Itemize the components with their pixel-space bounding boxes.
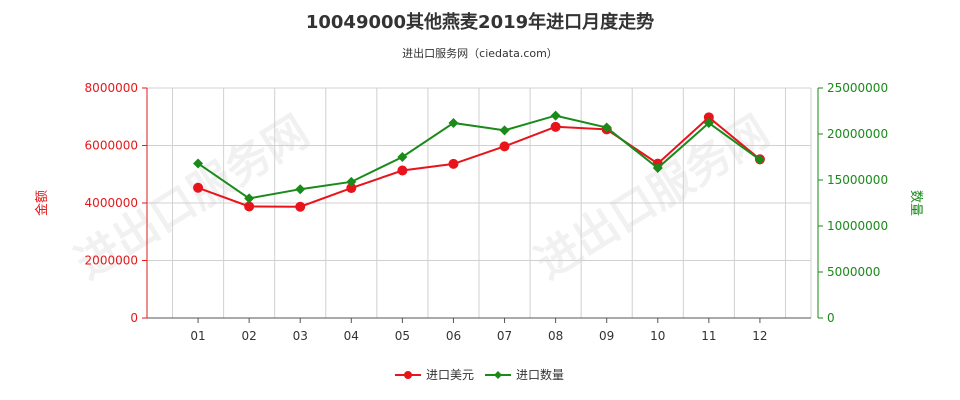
data-point bbox=[652, 163, 663, 174]
data-point bbox=[550, 110, 561, 121]
y-axis-right-label: 数量 bbox=[908, 190, 923, 216]
y-right-tick-label: 20000000 bbox=[827, 127, 888, 141]
plot-axes: 0200000040000006000000800000005000000100… bbox=[85, 81, 889, 343]
y-left-tick-label: 2000000 bbox=[85, 254, 138, 268]
y-right-tick-label: 0 bbox=[827, 311, 835, 325]
watermark-text: 进出口服务网 bbox=[527, 106, 778, 289]
series-line-进口数量 bbox=[197, 114, 761, 200]
data-point bbox=[244, 193, 255, 204]
data-point bbox=[601, 122, 612, 133]
data-point bbox=[397, 152, 408, 162]
series-layer bbox=[193, 110, 765, 212]
data-point bbox=[499, 141, 510, 152]
x-tick-label: 09 bbox=[599, 329, 614, 343]
data-point bbox=[397, 165, 408, 176]
y-axis-left-label: 金额 bbox=[34, 190, 50, 216]
legend-marker bbox=[494, 371, 502, 379]
y-right-tick-label: 10000000 bbox=[827, 219, 888, 233]
chart-title: 10049000其他燕麦2019年进口月度走势 bbox=[306, 11, 654, 33]
data-point bbox=[244, 201, 255, 212]
x-tick-label: 10 bbox=[650, 329, 665, 343]
y-left-tick-label: 0 bbox=[130, 311, 138, 325]
chart-subtitle: 进出口服务网（ciedata.com） bbox=[402, 46, 558, 60]
y-right-tick-label: 15000000 bbox=[827, 173, 888, 187]
data-point bbox=[193, 182, 204, 193]
data-point bbox=[346, 176, 357, 187]
data-point bbox=[754, 154, 765, 165]
y-left-tick-label: 8000000 bbox=[85, 81, 138, 95]
x-tick-label: 12 bbox=[752, 329, 767, 343]
x-tick-label: 01 bbox=[190, 329, 205, 343]
data-point bbox=[193, 158, 204, 169]
legend-marker bbox=[404, 371, 412, 379]
data-point bbox=[448, 158, 459, 169]
data-point bbox=[499, 125, 510, 136]
y-right-tick-label: 5000000 bbox=[827, 265, 880, 279]
x-tick-label: 02 bbox=[242, 329, 257, 343]
data-point bbox=[346, 183, 357, 194]
x-tick-label: 05 bbox=[395, 329, 410, 343]
y-left-tick-label: 4000000 bbox=[85, 196, 138, 210]
data-point bbox=[703, 117, 714, 128]
x-tick-label: 04 bbox=[344, 329, 359, 343]
plot-grid bbox=[147, 87, 812, 319]
data-point bbox=[703, 112, 714, 123]
data-point bbox=[295, 201, 306, 212]
x-tick-label: 11 bbox=[701, 329, 716, 343]
x-tick-label: 08 bbox=[548, 329, 563, 343]
legend-label: 进口美元 bbox=[426, 368, 474, 382]
series-line-进口美元 bbox=[197, 116, 761, 208]
x-tick-label: 06 bbox=[446, 329, 461, 343]
y-left-tick-label: 6000000 bbox=[85, 139, 138, 153]
legend-label: 进口数量 bbox=[516, 367, 564, 382]
watermark: 进出口服务网 进出口服务网 bbox=[67, 106, 778, 289]
data-point bbox=[448, 117, 459, 128]
x-tick-label: 03 bbox=[293, 329, 308, 343]
y-right-tick-label: 25000000 bbox=[827, 81, 888, 95]
x-tick-label: 07 bbox=[497, 329, 512, 343]
data-point bbox=[550, 121, 561, 132]
data-point bbox=[295, 184, 306, 195]
legend: 进口美元 进口数量 bbox=[395, 367, 564, 382]
